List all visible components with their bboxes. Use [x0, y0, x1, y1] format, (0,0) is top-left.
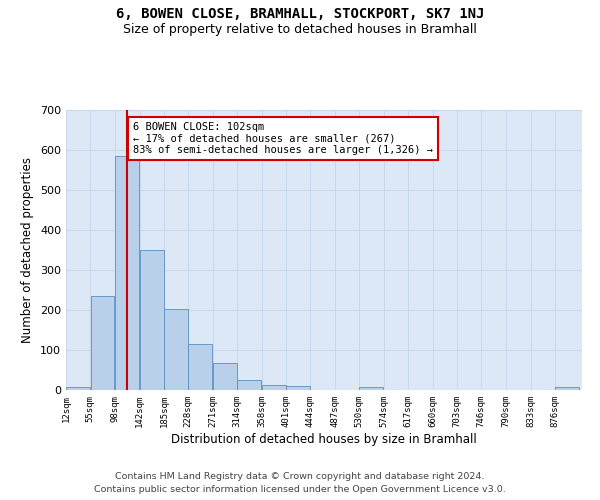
Bar: [262, 385, 286, 390]
Y-axis label: Number of detached properties: Number of detached properties: [22, 157, 34, 343]
Bar: [140, 250, 164, 390]
Text: 6 BOWEN CLOSE: 102sqm
← 17% of detached houses are smaller (267)
83% of semi-det: 6 BOWEN CLOSE: 102sqm ← 17% of detached …: [133, 122, 433, 155]
Text: Contains HM Land Registry data © Crown copyright and database right 2024.
Contai: Contains HM Land Registry data © Crown c…: [94, 472, 506, 494]
Bar: [286, 386, 310, 390]
Bar: [91, 296, 115, 390]
Bar: [359, 387, 383, 390]
Text: 6, BOWEN CLOSE, BRAMHALL, STOCKPORT, SK7 1NJ: 6, BOWEN CLOSE, BRAMHALL, STOCKPORT, SK7…: [116, 8, 484, 22]
X-axis label: Distribution of detached houses by size in Bramhall: Distribution of detached houses by size …: [171, 432, 477, 446]
Bar: [188, 344, 212, 390]
Bar: [237, 380, 261, 390]
Bar: [66, 387, 90, 390]
Bar: [213, 363, 236, 390]
Bar: [115, 156, 139, 390]
Bar: [164, 309, 188, 390]
Bar: [555, 387, 579, 390]
Text: Size of property relative to detached houses in Bramhall: Size of property relative to detached ho…: [123, 22, 477, 36]
